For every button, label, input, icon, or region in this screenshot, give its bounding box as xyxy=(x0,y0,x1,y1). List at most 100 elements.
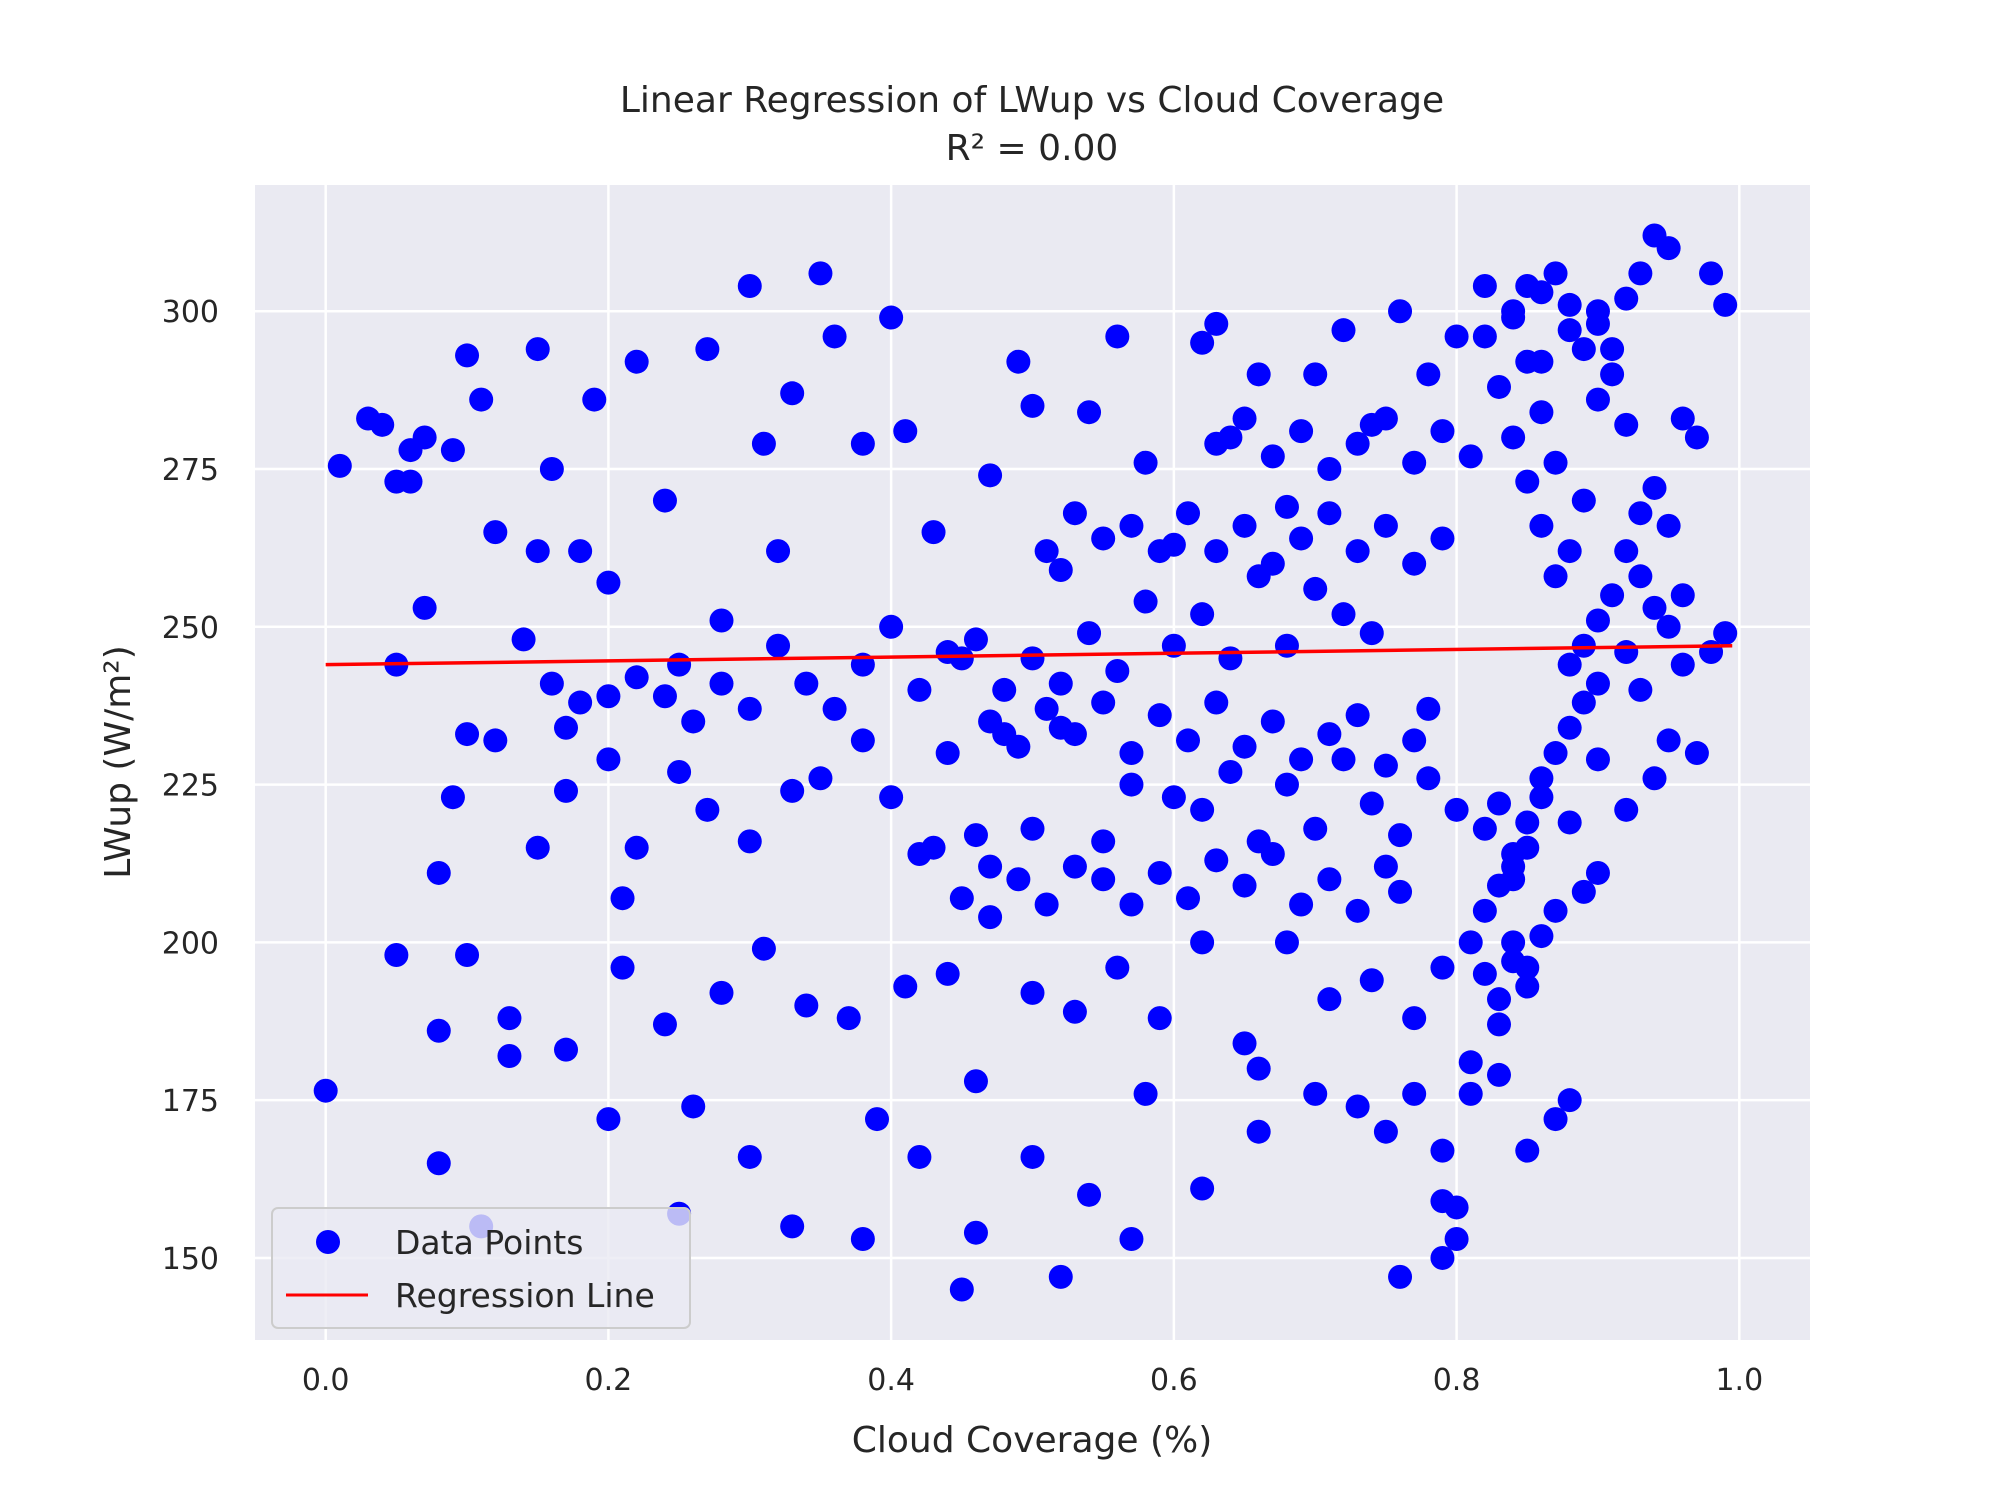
legend-label-regression-line: Regression Line xyxy=(395,1276,655,1315)
data-point xyxy=(483,520,508,545)
data-point xyxy=(1373,854,1398,879)
y-tick-label: 250 xyxy=(162,611,219,646)
data-point xyxy=(1656,614,1681,639)
data-point xyxy=(1317,867,1342,892)
data-point xyxy=(1274,930,1299,955)
data-point xyxy=(822,324,847,349)
data-point xyxy=(1642,595,1667,620)
data-point xyxy=(1585,671,1610,696)
data-point xyxy=(1190,1176,1215,1201)
data-point xyxy=(1416,362,1441,387)
data-point xyxy=(907,1144,932,1169)
data-point xyxy=(1585,311,1610,336)
data-point xyxy=(709,671,734,696)
data-point xyxy=(1204,848,1229,873)
data-point xyxy=(1176,501,1200,526)
data-point xyxy=(1529,513,1554,538)
data-point xyxy=(921,835,946,860)
data-point xyxy=(1232,406,1257,431)
data-point xyxy=(1289,526,1314,551)
data-point xyxy=(1487,1012,1511,1037)
data-point xyxy=(469,387,494,412)
data-point xyxy=(1373,1119,1398,1144)
data-points-series xyxy=(313,223,1738,1302)
data-point xyxy=(525,337,550,362)
data-point xyxy=(440,438,465,463)
data-point xyxy=(1048,671,1073,696)
data-point xyxy=(1119,1227,1144,1252)
data-point xyxy=(1430,419,1455,444)
x-tick-label: 0.0 xyxy=(302,1363,350,1398)
data-point xyxy=(1543,741,1568,766)
data-point xyxy=(1062,722,1087,747)
grid xyxy=(255,185,1810,1340)
data-point xyxy=(709,608,734,633)
y-tick-labels: 150 175 200 225 250 275 300 xyxy=(162,295,219,1277)
data-point xyxy=(1359,968,1384,993)
data-point xyxy=(1105,955,1130,980)
data-point xyxy=(1472,898,1497,923)
regression-line xyxy=(325,643,1733,667)
data-point xyxy=(1274,633,1299,658)
data-point xyxy=(1373,406,1398,431)
data-point xyxy=(681,1094,706,1119)
data-point xyxy=(1176,886,1200,911)
data-point xyxy=(1246,1119,1271,1144)
y-axis-label: LWup (W/m²) xyxy=(98,645,139,879)
data-point xyxy=(1600,362,1625,387)
data-point xyxy=(1430,1189,1455,1214)
data-point xyxy=(921,520,946,545)
data-point xyxy=(1232,873,1257,898)
data-point xyxy=(1458,1050,1483,1075)
data-point xyxy=(963,627,988,652)
data-point xyxy=(1204,539,1229,564)
data-point xyxy=(1614,539,1639,564)
data-point xyxy=(596,747,621,772)
data-point xyxy=(1699,261,1724,286)
data-point xyxy=(949,886,974,911)
data-point xyxy=(1585,387,1610,412)
y-tick-label: 300 xyxy=(162,295,219,330)
legend-box xyxy=(271,1207,691,1329)
data-point xyxy=(1062,854,1087,879)
data-point xyxy=(978,905,1003,930)
data-point xyxy=(1147,703,1172,728)
x-tick-label: 0.8 xyxy=(1433,1363,1481,1398)
data-point xyxy=(737,829,762,854)
data-point xyxy=(978,854,1003,879)
data-point xyxy=(652,1012,677,1037)
data-point xyxy=(1077,621,1102,646)
data-point xyxy=(907,677,932,702)
data-point xyxy=(1430,1245,1455,1270)
data-point xyxy=(1515,469,1540,494)
data-point xyxy=(978,463,1003,488)
data-point xyxy=(963,823,988,848)
data-point xyxy=(1543,1107,1568,1132)
y-tick-label: 175 xyxy=(162,1084,219,1119)
data-point xyxy=(1416,696,1441,721)
data-point xyxy=(992,677,1017,702)
data-point xyxy=(1557,318,1582,343)
data-point xyxy=(1515,974,1540,999)
data-point xyxy=(1246,362,1271,387)
data-point xyxy=(497,1006,522,1031)
data-point xyxy=(1430,955,1455,980)
data-point xyxy=(1571,488,1596,513)
legend: Data Points Regression Line xyxy=(271,1207,691,1329)
data-point xyxy=(1458,444,1483,469)
data-point xyxy=(1345,1094,1370,1119)
data-point xyxy=(1359,621,1384,646)
data-point xyxy=(1317,457,1342,482)
data-point xyxy=(1176,728,1200,753)
data-point xyxy=(1656,236,1681,261)
data-point xyxy=(1048,1264,1073,1289)
data-point xyxy=(1501,305,1526,330)
data-point xyxy=(1472,324,1497,349)
data-point xyxy=(1232,1031,1257,1056)
data-point xyxy=(808,261,833,286)
data-point xyxy=(780,778,805,803)
data-point xyxy=(1020,816,1045,841)
data-point xyxy=(1133,589,1158,614)
data-point xyxy=(1501,930,1526,955)
data-point xyxy=(1077,400,1102,425)
